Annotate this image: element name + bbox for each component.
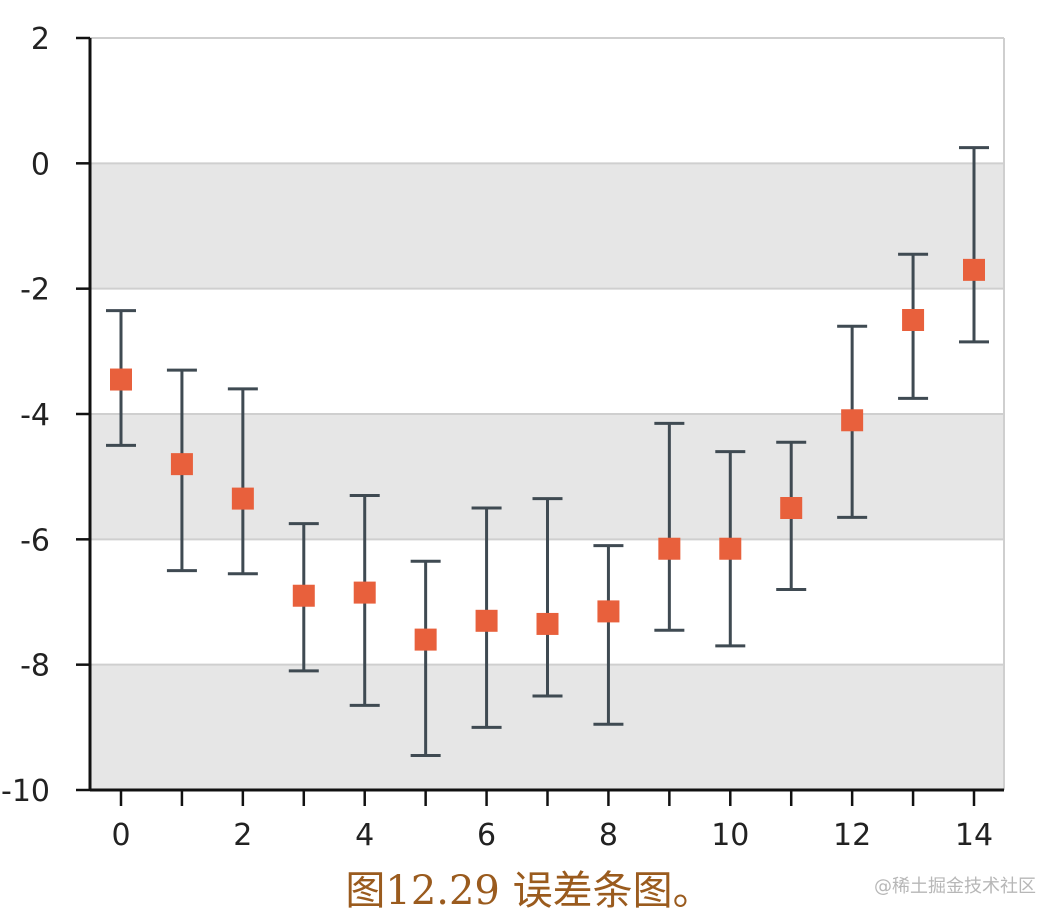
error-bar [410, 559, 441, 758]
data-point-marker [597, 600, 620, 623]
y-tick-label: 0 [31, 147, 50, 182]
band [90, 163, 1004, 289]
x-axis-ticks: 0 2 4 6 8 10 12 14 [111, 790, 993, 853]
data-point-marker [902, 309, 925, 331]
data-point-marker [719, 537, 742, 560]
x-tick-label: 4 [355, 818, 374, 853]
error-bar [654, 421, 685, 632]
chart-svg: 2 0 -2 -4 -6 -8 -10 0 2 4 6 8 10 12 14 [1, 22, 1005, 853]
y-axis-ticks: 2 0 -2 -4 -6 -8 -10 [1, 22, 90, 809]
y-tick-label: -6 [20, 523, 50, 558]
figure-caption: 图12.29 误差条图。 [345, 868, 713, 914]
x-tick-label: 10 [711, 818, 749, 853]
data-point-marker [170, 453, 193, 476]
data-point-marker [780, 497, 803, 519]
data-point-marker [110, 368, 132, 391]
x-tick-label: 8 [599, 818, 618, 853]
watermark: @稀土掘金技术社区 [874, 876, 1036, 897]
data-point-marker [414, 628, 437, 651]
error-bar [593, 544, 624, 726]
error-bar [227, 387, 258, 576]
data-point-marker [475, 609, 498, 632]
error-bar [532, 497, 563, 698]
data-point-marker [658, 537, 681, 560]
x-tick-label: 14 [955, 818, 993, 853]
y-tick-label: -4 [20, 398, 50, 433]
data-point-marker [292, 584, 315, 607]
y-tick-label: -2 [20, 273, 50, 308]
data-point-marker [536, 612, 559, 635]
x-tick-label: 12 [833, 818, 871, 853]
data-point-marker [231, 487, 254, 510]
data-point-marker [841, 409, 864, 432]
data-point-marker [963, 258, 985, 281]
x-tick-label: 6 [477, 818, 496, 853]
y-tick-label: -8 [20, 649, 50, 684]
y-tick-label: -10 [1, 774, 50, 809]
x-tick-label: 2 [233, 818, 252, 853]
y-tick-label: 2 [31, 22, 50, 57]
markers [110, 258, 985, 651]
x-tick-label: 0 [111, 818, 130, 853]
data-point-marker [353, 581, 376, 604]
error-bar [959, 146, 989, 344]
